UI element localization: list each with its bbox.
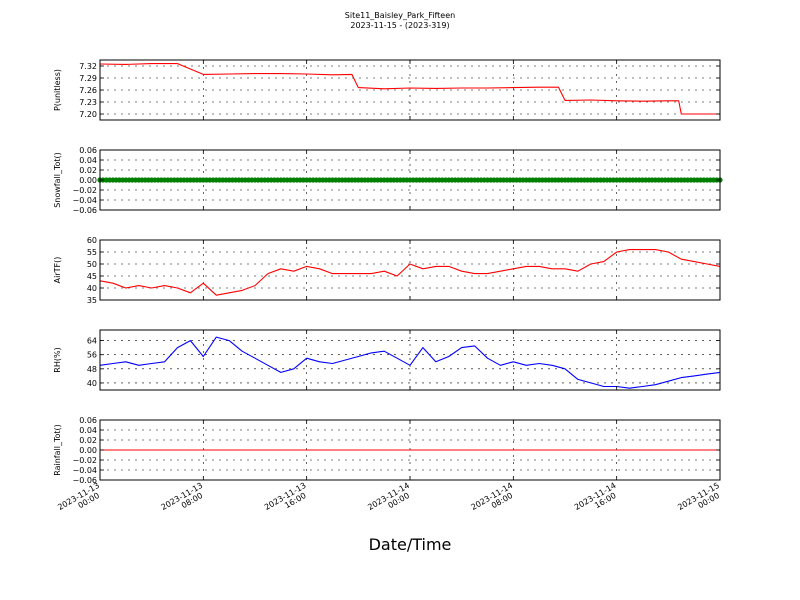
y-tick-label: 40: [87, 379, 97, 388]
panel-3: 35 40 45 50 55 60 AirTF(): [53, 236, 721, 305]
y-tick-label: 7.29: [79, 74, 97, 83]
panel-1: 7.20 7.23 7.26 7.29 7.32 P(unitless): [53, 59, 721, 121]
y-tick-label: 45: [87, 272, 97, 281]
y-tick-label: 7.32: [79, 62, 97, 71]
y-tick-label: −0.06: [72, 476, 97, 485]
y-axis-label: P(unitless): [53, 69, 62, 111]
y-tick-label: −0.04: [72, 196, 97, 205]
y-tick-label: 35: [87, 296, 97, 305]
series-line: [99, 63, 720, 115]
y-tick-label: 0.00: [79, 176, 97, 185]
y-tick-label: 0.04: [79, 426, 97, 435]
figure-subtitle: 2023-11-15 - (2023-319): [350, 21, 449, 30]
y-tick-label: 0.02: [79, 166, 97, 175]
y-tick-label: 7.23: [79, 98, 97, 107]
y-tick-label: −0.02: [72, 186, 97, 195]
y-tick-label: 48: [87, 365, 97, 374]
y-tick-label: −0.06: [72, 206, 97, 215]
y-tick-label: 64: [87, 337, 97, 346]
y-tick-label: 40: [87, 284, 97, 293]
panel-2: −0.06−0.04−0.020.000.020.040.06 Snowfall_…: [53, 146, 723, 215]
series-line: [99, 249, 721, 296]
y-axis-label: AirTF(): [53, 257, 62, 284]
panels: 7.207.237.267.297.32P(unitless)−0.06−0.0…: [53, 59, 723, 485]
y-tick-label: 50: [87, 260, 97, 269]
y-tick-label: 0.06: [79, 416, 97, 425]
y-tick-label: 7.20: [79, 110, 97, 119]
panel-4: 40 48 56 64 RH(%): [53, 329, 721, 391]
y-tick-label: 60: [87, 236, 97, 245]
y-tick-label: 0.02: [79, 436, 97, 445]
figure-title: Site11_Baisley_Park_Fifteen: [345, 11, 455, 20]
y-axis-label: RH(%): [53, 347, 62, 372]
y-tick-label: 55: [87, 248, 97, 257]
y-tick-label: 7.26: [79, 86, 97, 95]
panel-5: −0.06−0.04−0.020.000.020.040.06 Rainfall_…: [53, 416, 721, 485]
x-axis-label: Date/Time: [369, 535, 452, 554]
y-tick-label: 56: [87, 351, 97, 360]
y-axis-label: Rainfall_Tot(): [53, 424, 62, 476]
y-tick-label: −0.02: [72, 456, 97, 465]
y-tick-label: 0.00: [79, 446, 97, 455]
y-tick-label: −0.04: [72, 466, 97, 475]
y-tick-label: 0.06: [79, 146, 97, 155]
y-tick-label: 0.04: [79, 156, 97, 165]
y-axis-label: Snowfall_Tot(): [53, 152, 62, 208]
